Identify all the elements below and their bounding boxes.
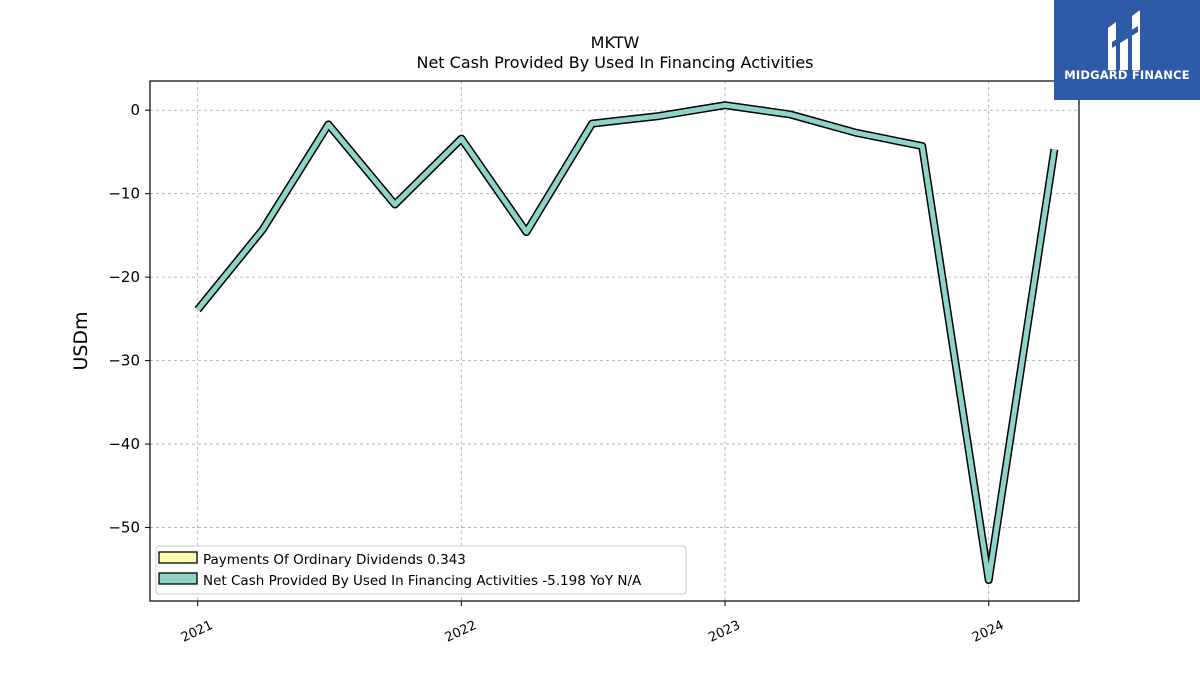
series-line xyxy=(195,102,1057,583)
plot-frame xyxy=(149,80,1080,602)
y-axis-label: USDm xyxy=(70,311,92,370)
x-tick-label: 2023 xyxy=(706,618,742,646)
legend-label-financing: Net Cash Provided By Used In Financing A… xyxy=(203,573,642,589)
data-point xyxy=(592,123,593,124)
data-point xyxy=(461,138,462,139)
y-tick-label: −20 xyxy=(108,268,140,286)
y-tick-label: −50 xyxy=(108,519,140,537)
legend-swatch-dividends xyxy=(158,551,198,564)
chart-title: MKTW xyxy=(591,33,640,52)
data-point xyxy=(658,116,659,117)
y-tick-label: −10 xyxy=(108,185,140,203)
data-point xyxy=(262,229,263,230)
logo-text: MIDGARD FINANCE xyxy=(1064,68,1190,82)
x-tick-label: 2021 xyxy=(179,618,215,646)
data-point xyxy=(988,580,989,581)
data-point xyxy=(1054,149,1055,150)
data-point xyxy=(922,146,923,147)
y-tick-label: −30 xyxy=(108,352,140,370)
legend: Payments Of Ordinary Dividends 0.343 Net… xyxy=(155,545,687,595)
y-tick-label: 0 xyxy=(130,101,140,119)
grid xyxy=(150,81,1079,601)
legend-label-dividends: Payments Of Ordinary Dividends 0.343 xyxy=(203,552,466,568)
legend-swatch-financing xyxy=(158,572,198,585)
series-layer xyxy=(194,101,1059,585)
data-point xyxy=(526,232,527,233)
midgard-finance-logo-icon xyxy=(1108,10,1140,70)
y-tick-label: −40 xyxy=(108,435,140,453)
data-point xyxy=(855,132,856,133)
legend-box xyxy=(155,545,687,595)
x-tick-label: 2024 xyxy=(970,618,1006,646)
brand-logo: MIDGARD FINANCE xyxy=(1054,0,1200,100)
x-tick-label: 2022 xyxy=(443,618,479,646)
chart-subtitle: Net Cash Provided By Used In Financing A… xyxy=(416,53,813,72)
data-point xyxy=(725,105,726,106)
data-point xyxy=(197,309,198,310)
data-point xyxy=(394,204,395,205)
data-point xyxy=(790,114,791,115)
data-point xyxy=(328,124,329,125)
